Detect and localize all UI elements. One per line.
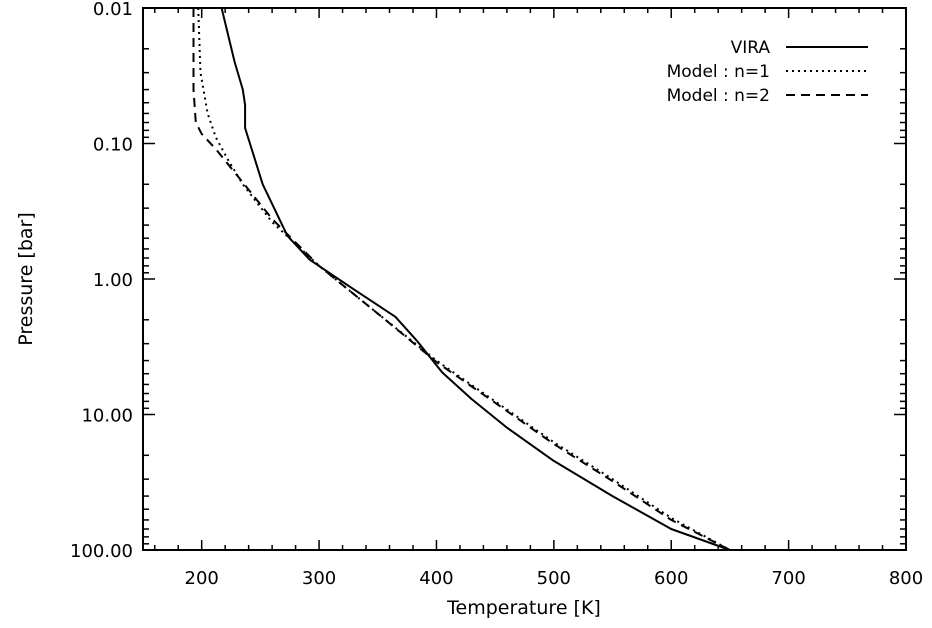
series-line-1 bbox=[220, 7, 824, 551]
series-line-3 bbox=[192, 8, 824, 551]
y-tick-label: 10.00 bbox=[81, 406, 133, 427]
legend-label: Model : n=1 bbox=[667, 62, 770, 82]
x-tick-label: 700 bbox=[771, 568, 805, 589]
legend-label: Model : n=2 bbox=[667, 86, 770, 106]
y-tick-label: 1.00 bbox=[93, 270, 133, 291]
y-tick-label: 100.00 bbox=[70, 541, 133, 562]
legend-label: VIRA bbox=[731, 38, 771, 58]
y-tick-label: 0.10 bbox=[93, 135, 133, 156]
x-tick-label: 600 bbox=[654, 568, 688, 589]
x-axis-label: Temperature [K] bbox=[446, 597, 601, 619]
axis-tick-labels: 200 300 400 500 600 700 800 0.01 0.10 1.00 10.00 10… bbox=[70, 0, 923, 589]
plot-frame bbox=[142, 7, 907, 551]
x-tick-label: 400 bbox=[419, 568, 453, 589]
legend: VIRA Model : n=1 Model : n=2 bbox=[667, 38, 868, 106]
y-tick-label: 0.01 bbox=[93, 0, 133, 20]
series-lines bbox=[192, 7, 824, 551]
x-tick-label: 500 bbox=[537, 568, 571, 589]
x-tick-label: 200 bbox=[185, 568, 219, 589]
y-axis-label: Pressure [bar] bbox=[15, 212, 37, 346]
axis-ticks bbox=[143, 7, 907, 551]
x-tick-label: 800 bbox=[889, 568, 923, 589]
x-tick-label: 300 bbox=[302, 568, 336, 589]
